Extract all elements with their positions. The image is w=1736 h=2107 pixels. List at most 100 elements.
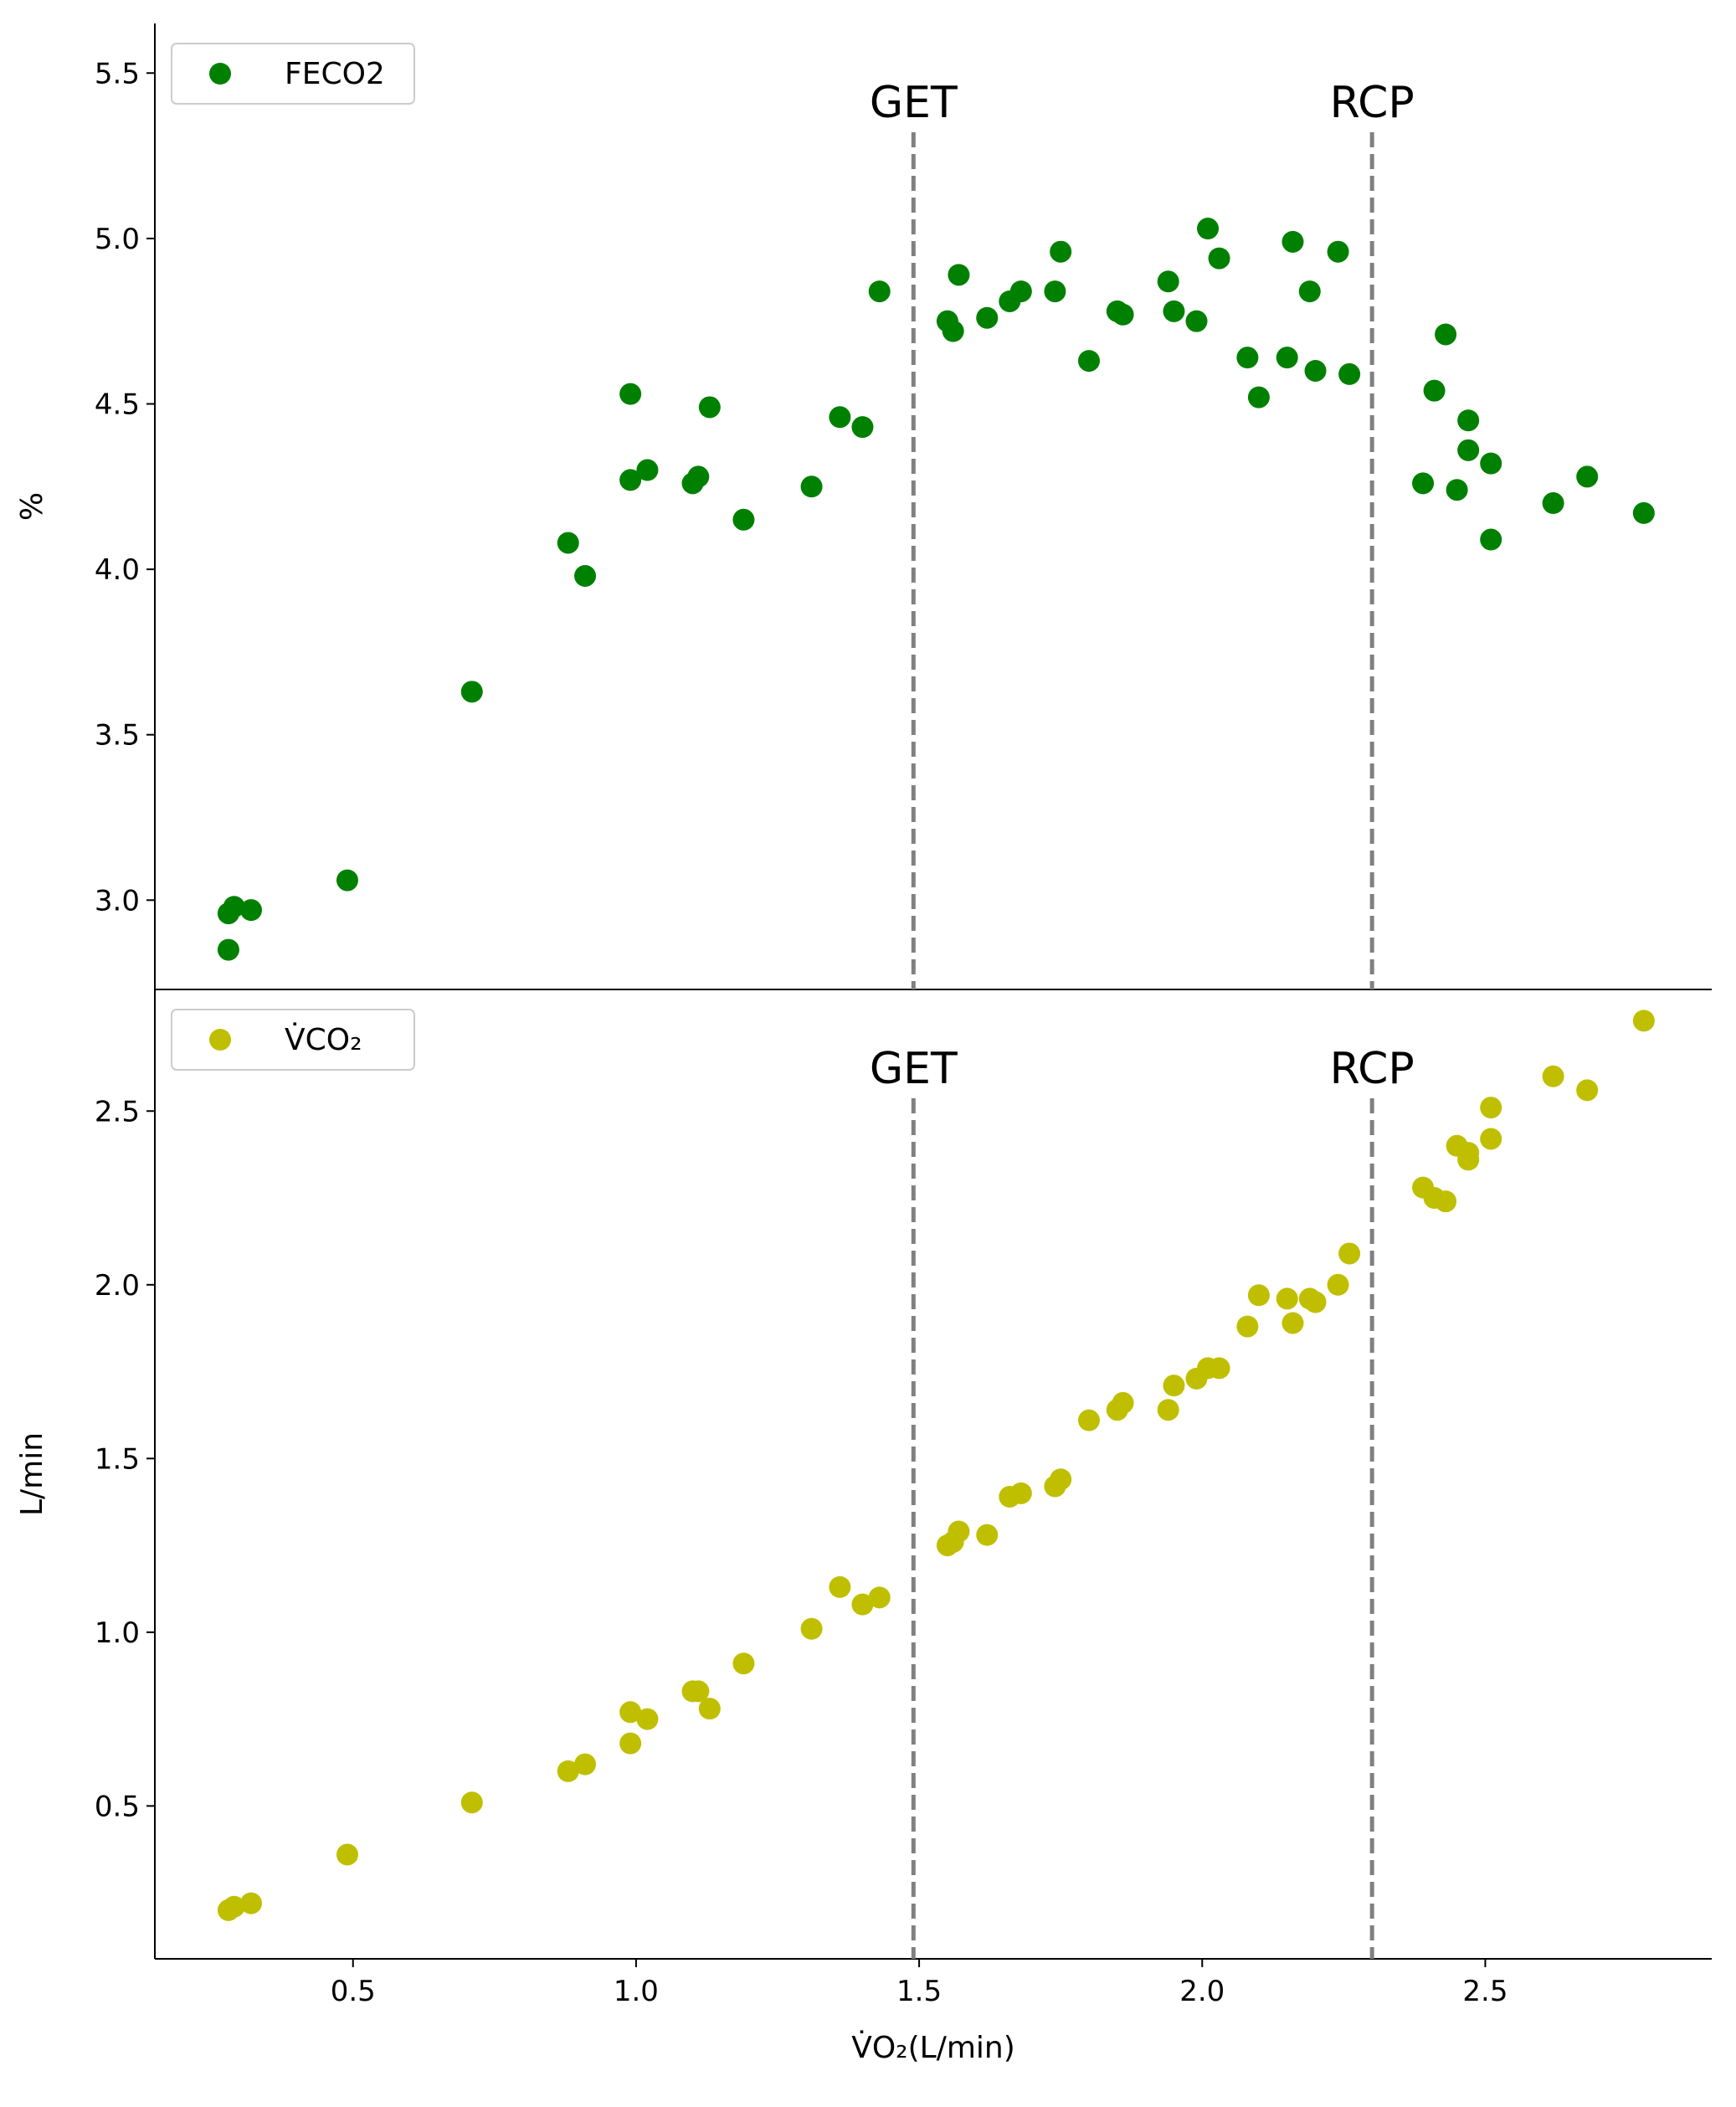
legend-label: FECO2 <box>285 57 385 91</box>
data-point <box>1327 240 1349 263</box>
legend-box <box>171 43 415 105</box>
data-point <box>1457 439 1480 461</box>
data-point <box>1050 1468 1072 1491</box>
data-point <box>557 1760 579 1782</box>
y-tick-label: 3.0 <box>95 884 140 917</box>
data-point <box>1163 300 1185 322</box>
data-point <box>1276 1287 1298 1310</box>
data-point <box>1338 362 1361 385</box>
legend-box <box>171 1009 415 1071</box>
data-point <box>1281 1312 1304 1334</box>
data-point <box>1423 379 1446 402</box>
data-point <box>851 1593 874 1616</box>
y-tick-label: 2.0 <box>95 1269 140 1303</box>
data-point <box>1435 1190 1457 1213</box>
data-point <box>1338 1242 1361 1265</box>
data-point <box>1480 1128 1502 1150</box>
data-point <box>336 1843 358 1866</box>
data-point <box>687 465 710 488</box>
data-point <box>976 1524 999 1546</box>
x-tick-label: 0.5 <box>331 1975 376 2008</box>
data-point <box>1632 1010 1655 1032</box>
data-point <box>868 280 891 303</box>
data-point <box>636 459 659 481</box>
data-point <box>239 899 262 922</box>
y-tick-label: 4.0 <box>95 553 140 587</box>
x-tick-label: 2.0 <box>1179 1975 1225 2008</box>
data-point <box>698 1698 721 1720</box>
data-point <box>223 896 245 918</box>
data-point <box>239 1892 262 1914</box>
bottom-panel: 0.5 1.0 1.5 2.0 2.5 0.5 1.0 1.5 2.0 2.5 L/min V̇O₂(… <box>15 989 1712 2065</box>
data-point <box>1304 1291 1327 1313</box>
y-tick-label: 1.5 <box>95 1442 140 1476</box>
y-tick-label: 1.0 <box>95 1616 140 1650</box>
data-point <box>619 383 642 405</box>
data-point <box>851 416 874 439</box>
y-axis-label: % <box>15 492 49 521</box>
threshold-label-rcp: RCP <box>1330 1044 1415 1094</box>
data-point <box>1298 280 1321 303</box>
legend-label: V̇CO₂ <box>285 1022 362 1057</box>
y-tick-label: 5.5 <box>95 57 140 90</box>
data-point <box>687 1680 710 1703</box>
data-point <box>868 1586 891 1609</box>
data-point <box>1480 528 1502 551</box>
data-point <box>1208 1357 1230 1380</box>
data-point <box>1157 270 1179 293</box>
data-point <box>1457 409 1480 432</box>
data-point <box>1632 501 1655 524</box>
data-point <box>1044 280 1066 303</box>
x-tick-label: 1.0 <box>614 1975 659 2008</box>
data-point <box>1457 1142 1480 1164</box>
data-point <box>948 1520 970 1543</box>
x-axis-label: V̇O₂(L/min) <box>851 2030 1015 2065</box>
data-point <box>1236 1315 1259 1338</box>
y-tick-label: 0.5 <box>95 1790 140 1823</box>
data-point <box>1236 347 1259 369</box>
data-point <box>460 681 483 703</box>
data-point <box>732 1652 755 1675</box>
data-point <box>942 320 964 342</box>
y-tick-label: 3.5 <box>95 719 140 753</box>
data-point <box>1185 310 1208 332</box>
threshold-label-get: GET <box>870 78 958 128</box>
legend-marker <box>209 63 231 85</box>
data-point <box>976 306 999 329</box>
data-point <box>829 1575 851 1598</box>
data-point <box>698 396 721 419</box>
data-point <box>574 564 597 587</box>
data-point <box>1412 472 1435 495</box>
data-point <box>636 1708 659 1730</box>
data-point <box>1480 452 1502 475</box>
data-point <box>460 1791 483 1814</box>
data-point <box>223 1895 245 1918</box>
data-point <box>1247 1284 1270 1307</box>
y-tick-label: 2.5 <box>95 1095 140 1128</box>
data-point <box>574 1753 597 1776</box>
data-point <box>1542 492 1564 515</box>
data-point <box>1009 280 1032 303</box>
data-point <box>800 475 823 498</box>
data-point <box>1247 386 1270 409</box>
data-point <box>1208 247 1230 270</box>
data-point <box>1050 240 1072 263</box>
data-point <box>1480 1097 1502 1119</box>
data-point <box>948 264 970 286</box>
data-point <box>1157 1399 1179 1421</box>
data-point <box>732 508 755 531</box>
x-tick-label: 1.5 <box>896 1975 942 2008</box>
data-point <box>1197 218 1220 240</box>
data-point <box>829 406 851 429</box>
top-panel: 3.0 3.5 4.0 4.5 5.0 5.5% GET RCP FECO2 <box>15 23 1712 990</box>
data-point <box>1009 1482 1032 1504</box>
data-point <box>619 1732 642 1755</box>
data-point <box>800 1617 823 1640</box>
data-point <box>1542 1065 1564 1087</box>
y-tick-label: 5.0 <box>95 223 140 256</box>
data-point <box>1576 465 1599 488</box>
x-tick-label: 2.5 <box>1462 1975 1507 2008</box>
data-point <box>1446 479 1468 501</box>
